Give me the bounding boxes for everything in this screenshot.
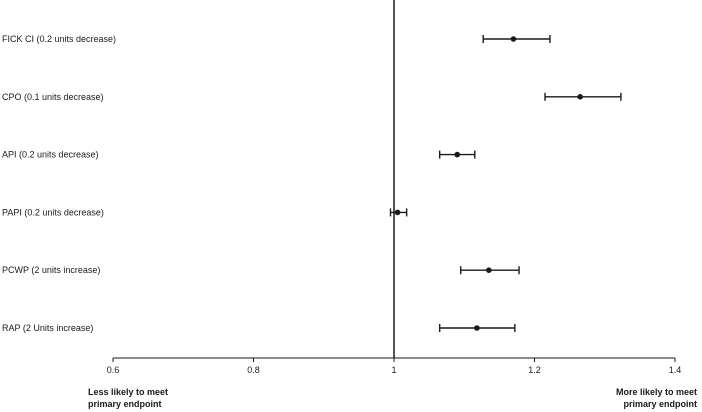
category-labels: FICK CI (0.2 units decrease) CPO (0.1 uni… [2, 34, 116, 333]
x-tick-label: 1.2 [528, 365, 541, 375]
category-label: CPO (0.1 units decrease) [2, 92, 104, 102]
category-label: PAPI (0.2 units decrease) [2, 207, 104, 217]
x-tick-label: 1.4 [669, 365, 682, 375]
category-label: API (0.2 units decrease) [2, 150, 99, 160]
right-annotation: More likely to meet primary endpoint [616, 386, 697, 410]
estimate-point [486, 267, 492, 274]
left-annotation-line-1: Less likely to meet [88, 387, 169, 397]
estimate-point [510, 36, 517, 42]
estimate-point [394, 209, 401, 216]
category-label: FICK CI (0.2 units decrease) [2, 34, 116, 44]
estimate-point [474, 325, 480, 331]
x-axis: 0.6 0.8 1 1.2 1.4 [107, 0, 682, 375]
right-annotation-line-1: More likely to meet [615, 387, 697, 397]
right-annotation-line-2: primary endpoint [623, 399, 697, 409]
left-annotation: Less likely to meet primary endpoint [88, 386, 168, 410]
category-label: RAP (2 Units increase) [2, 323, 93, 333]
left-annotation-line-2: primary endpoint [88, 399, 162, 409]
estimate-point [454, 151, 461, 158]
x-tick-label: 1 [391, 365, 396, 375]
estimate-marks [389, 35, 622, 332]
x-tick-label: 0.6 [107, 365, 120, 375]
x-tick-label: 0.8 [247, 365, 260, 375]
estimate-point [577, 94, 583, 100]
category-label: PCWP (2 units increase) [2, 265, 100, 275]
